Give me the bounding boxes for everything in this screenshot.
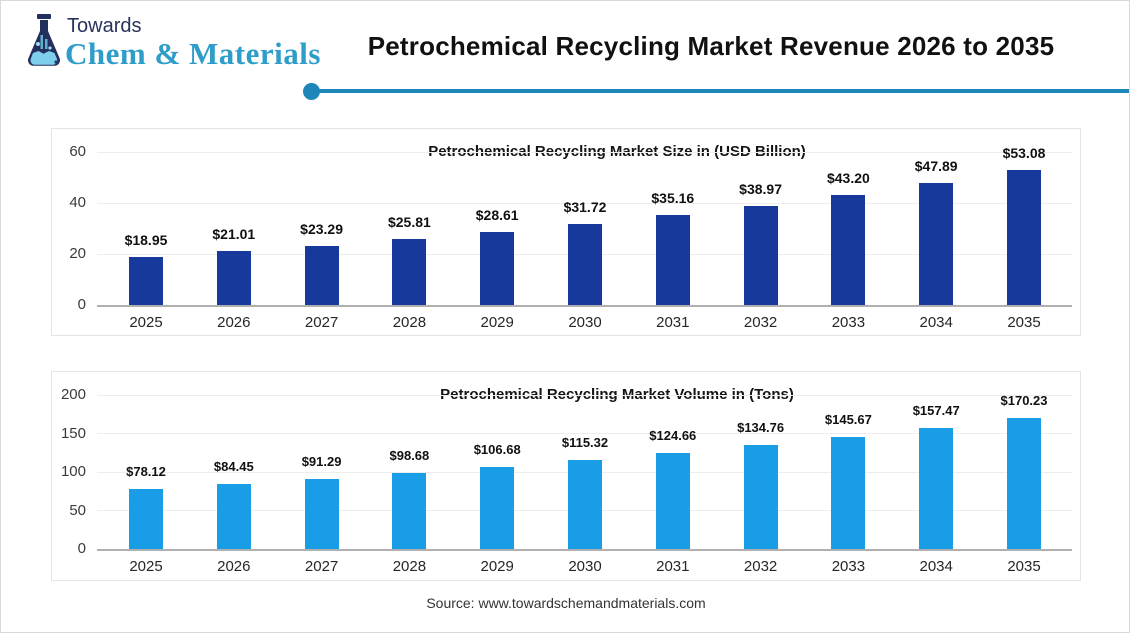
x-axis-tick-label: 2030 (568, 314, 602, 331)
title-divider-line (305, 89, 1129, 93)
y-axis-tick-label: 50 (69, 501, 86, 519)
bar-value-label: $25.81 (387, 214, 431, 231)
x-axis-tick-label: 2031 (656, 314, 690, 331)
x-axis-line (97, 549, 1072, 551)
bar-value-label: $43.20 (826, 169, 870, 186)
bar-value-label: $134.76 (737, 420, 785, 436)
bar-value-label: $106.68 (473, 441, 521, 457)
bar-value-label: $18.95 (124, 231, 168, 248)
bar-2033 (831, 436, 866, 549)
bar-value-label: $28.61 (475, 207, 519, 224)
x-axis-tick-label: 2028 (392, 314, 427, 331)
bar-2026 (216, 251, 251, 305)
bar-2032 (743, 445, 778, 549)
bar-value-label: $53.08 (1002, 144, 1046, 161)
y-axis-tick-label: 100 (60, 463, 86, 480)
y-axis-tick-label: 20 (69, 245, 86, 262)
x-axis-tick-label: 2034 (919, 558, 953, 575)
y-axis-tick-label: 40 (69, 194, 86, 211)
x-axis-tick-label: 2030 (568, 558, 602, 575)
bar-2033 (831, 194, 866, 305)
x-axis-tick-label: 2033 (831, 314, 866, 331)
gridline (97, 202, 1072, 204)
x-axis-tick-label: 2033 (831, 558, 866, 575)
bar-2028 (392, 473, 427, 549)
x-axis-tick-label: 2025 (129, 314, 163, 331)
x-axis-tick-label: 2025 (129, 558, 163, 575)
x-axis-tick-label: 2028 (392, 558, 427, 575)
x-axis-tick-label: 2026 (217, 558, 251, 575)
bar-2025 (129, 256, 163, 305)
bar-value-label: $84.45 (213, 458, 254, 474)
page-title: Petrochemical Recycling Market Revenue 2… (367, 31, 1055, 61)
x-axis-tick-label: 2032 (743, 558, 778, 575)
x-axis-tick-label: 2035 (1007, 314, 1041, 331)
bar-2027 (304, 478, 339, 549)
bar-value-label: $170.23 (1000, 392, 1048, 408)
y-axis-tick-label: 0 (77, 296, 86, 313)
x-axis-tick-label: 2035 (1007, 558, 1041, 575)
market-size-chart: Petrochemical Recycling Market Size in (… (51, 128, 1081, 336)
bar-2027 (304, 245, 339, 305)
bar-value-label: $91.29 (301, 453, 342, 469)
bar-value-label: $115.32 (561, 435, 609, 451)
bar-2031 (655, 453, 690, 549)
bar-value-label: $124.66 (649, 428, 697, 443)
bar-2029 (480, 232, 515, 305)
x-axis-tick-label: 2029 (480, 558, 514, 575)
x-axis-tick-label: 2034 (919, 314, 953, 331)
bar-value-label: $38.97 (739, 180, 782, 197)
y-axis-tick-label: 60 (69, 143, 86, 160)
bar-2029 (480, 466, 515, 549)
bar-2034 (919, 182, 954, 305)
y-axis-tick-label: 200 (60, 386, 86, 403)
source-attribution: Source: www.towardschemandmaterials.com (426, 595, 706, 611)
bar-2034 (919, 427, 954, 549)
bar-value-label: $78.12 (126, 463, 166, 479)
bar-value-label: $157.47 (912, 402, 960, 418)
gridline (97, 151, 1072, 153)
x-axis-tick-label: 2032 (743, 314, 778, 331)
x-axis-tick-label: 2027 (304, 314, 339, 331)
logo-brand-text: Chem & Materials (65, 36, 321, 71)
bar-value-label: $35.16 (651, 190, 695, 207)
market-volume-chart: Petrochemical Recycling Market Volume in… (51, 371, 1081, 581)
bar-value-label: $47.89 (914, 157, 958, 174)
flask-icon (23, 13, 65, 78)
bar-2035 (1007, 417, 1041, 549)
y-axis-tick-label: 150 (60, 424, 86, 442)
bar-2026 (216, 483, 251, 549)
bar-2031 (655, 215, 690, 305)
bar-2025 (129, 488, 163, 549)
bar-2030 (568, 460, 602, 549)
x-axis-line (97, 305, 1072, 307)
gridline (97, 433, 1072, 434)
bar-value-label: $23.29 (300, 220, 343, 237)
bar-2030 (568, 224, 602, 305)
bar-2035 (1007, 169, 1041, 305)
bar-value-label: $145.67 (824, 411, 872, 427)
bar-value-label: $21.01 (212, 226, 256, 243)
x-axis-tick-label: 2029 (480, 314, 514, 331)
bar-value-label: $98.68 (389, 448, 430, 464)
title-divider-dot (303, 83, 320, 100)
bar-value-label: $31.72 (563, 199, 607, 216)
brand-logo: Towards Chem & Materials (21, 11, 320, 81)
gridline (97, 394, 1072, 396)
logo-towards-text: Towards (67, 15, 142, 37)
x-axis-tick-label: 2026 (217, 314, 251, 331)
bar-2032 (743, 205, 778, 305)
x-axis-tick-label: 2027 (304, 558, 339, 575)
bar-2028 (392, 239, 427, 305)
x-axis-tick-label: 2031 (656, 558, 690, 575)
y-axis-tick-label: 0 (77, 540, 86, 557)
